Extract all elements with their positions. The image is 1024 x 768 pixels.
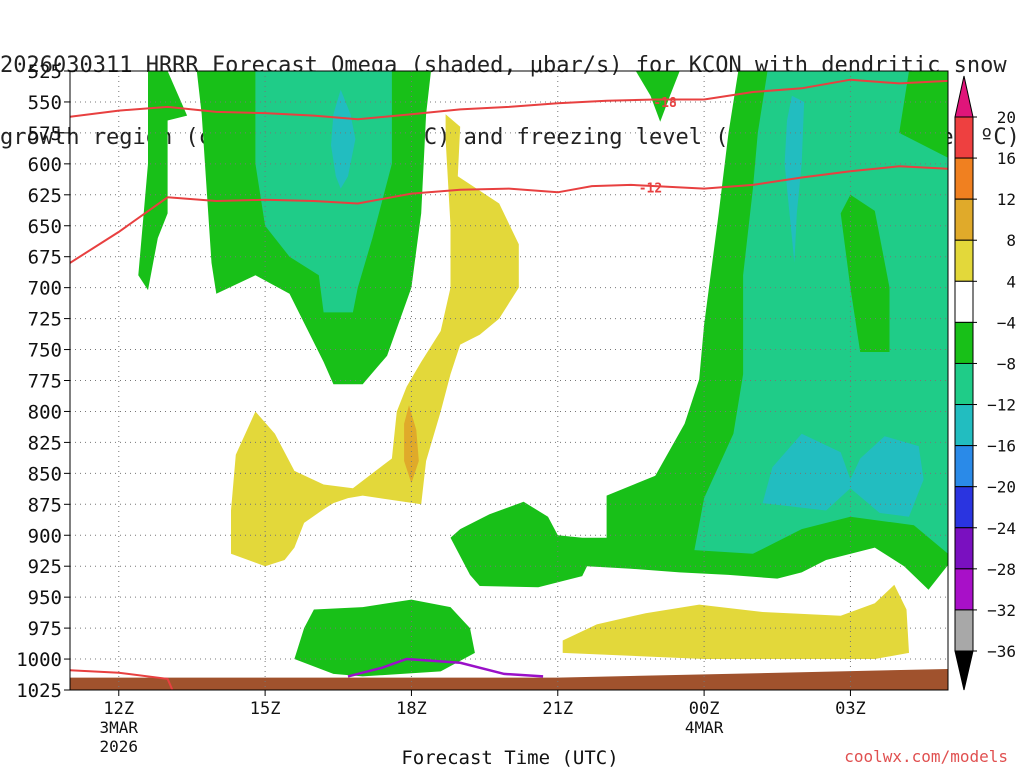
colorbar-bin-1 [954,116,974,159]
colorbar-label-5: −4 [997,313,1016,332]
colorbar-bin-6 [954,321,974,364]
y-tick-label-700: 700 [28,278,62,300]
colorbar-label-9: −20 [987,478,1016,497]
y-tick-label-675: 675 [28,247,62,269]
site-credit: coolwx.com/models [844,747,1008,766]
y-tick-label-800: 800 [28,401,62,423]
x-tick-label-21Z: 21Z [542,699,573,719]
colorbar-cap-top [954,75,974,118]
y-tick-label-925: 925 [28,556,62,578]
omega-region-2 [255,71,392,313]
y-tick-label-975: 975 [28,618,62,640]
y-tick-label-850: 850 [28,463,62,485]
colorbar-label-8: −16 [987,437,1016,456]
colorbar-cap-bottom [954,650,974,691]
colorbar-bin-8 [954,404,974,447]
colorbar-label-7: −12 [987,396,1016,415]
colorbar-label-6: −8 [997,354,1016,373]
y-tick-label-1000: 1000 [16,649,62,671]
contour-lines: -18 -12 [70,78,948,690]
x-tick-year-12Z: 2026 [100,737,139,756]
freezing-level-contour [347,657,544,678]
x-tick-label-03Z: 03Z [835,699,866,719]
y-tick-label-825: 825 [28,432,62,454]
colorbar-bin-10 [954,486,974,529]
colorbar-label-13: −36 [987,642,1016,661]
omega-region-6 [694,71,948,554]
y-tick-label-625: 625 [28,185,62,207]
ground-terrain [70,669,948,690]
x-axis-label: Forecast Time (UTC) [401,747,618,768]
omega-region-12 [404,405,419,484]
omega-region-0 [138,71,188,291]
omega-region-13 [562,584,909,659]
y-tick-label-950: 950 [28,587,62,609]
colorbar-label-1: 16 [997,149,1016,168]
dgz-contour-1 [70,165,948,264]
x-tick-date-00Z: 4MAR [685,718,724,737]
omega-region-7 [840,194,890,352]
dgz-contour-label-1: -12 [639,181,662,196]
y-tick-label-525: 525 [28,61,62,83]
y-tick-label-875: 875 [28,494,62,516]
omega-region-10 [294,599,475,677]
colorbar-label-10: −24 [987,519,1016,538]
x-tick-label-12Z: 12Z [103,699,134,719]
colorbar-bin-13 [954,609,974,652]
x-tick-label-00Z: 00Z [689,699,720,719]
colorbar-label-3: 8 [1006,231,1016,250]
y-tick-label-750: 750 [28,340,62,362]
y-tick-label-600: 600 [28,154,62,176]
colorbar: 20 16 12 8 4 −4 −8 −12 −16 −20 −24 −28 −32 −36 [954,75,1016,691]
x-tick-date-12Z: 3MAR [100,718,139,737]
x-tick-label-15Z: 15Z [250,699,281,719]
colorbar-bin-3 [954,198,974,241]
colorbar-label-4: 4 [1006,272,1016,291]
colorbar-bin-5 [954,280,974,323]
colorbar-label-0: 20 [997,108,1016,127]
omega-region-4 [635,71,680,122]
y-tick-label-775: 775 [28,371,62,393]
y-tick-label-550: 550 [28,92,62,114]
omega-shaded-regions [70,71,948,690]
colorbar-bin-2 [954,157,974,200]
y-tick-label-725: 725 [28,309,62,331]
colorbar-label-2: 12 [997,190,1016,209]
colorbar-bin-12 [954,568,974,611]
grid-lines [70,71,948,690]
colorbar-label-11: −28 [987,560,1016,579]
colorbar-bin-7 [954,362,974,406]
colorbar-bin-4 [954,239,974,282]
omega-region-3 [331,89,356,189]
y-tick-label-1025: 1025 [16,680,62,702]
colorbar-bin-11 [954,527,974,570]
colorbar-label-12: −32 [987,601,1016,620]
colorbar-bin-9 [954,445,974,488]
pressure-axis: 525 550 575 600 625 650 675 700 725 750 775 800 825 8… [16,61,70,702]
y-tick-label-900: 900 [28,525,62,547]
y-tick-label-650: 650 [28,216,62,238]
omega-region-11 [231,114,519,567]
x-tick-label-18Z: 18Z [396,699,427,719]
dgz-contour-label-0: -18 [653,96,677,111]
omega-region-9 [762,433,924,517]
dgz-surface-contour [70,669,174,690]
dgz-contour-0 [70,78,948,121]
y-tick-label-575: 575 [28,123,62,145]
